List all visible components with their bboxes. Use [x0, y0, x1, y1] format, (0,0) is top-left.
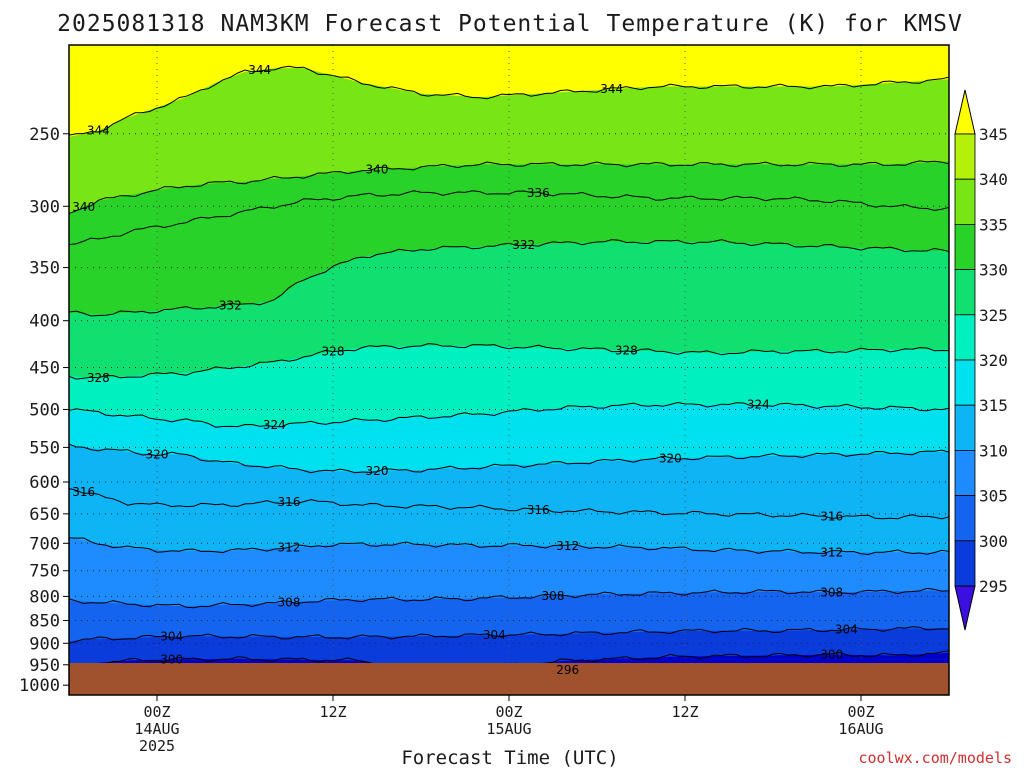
contour-label: 316 — [72, 485, 95, 499]
y-tick-label: 450 — [29, 359, 60, 379]
colorbar-swatch — [954, 449, 976, 496]
contour-line-304 — [69, 626, 949, 644]
x-tick-label: 00Z — [143, 703, 170, 721]
contour-label: 344 — [87, 124, 110, 138]
colorbar-tick-label: 310 — [979, 441, 1008, 460]
colorbar-swatch — [954, 359, 976, 406]
y-tick-label: 850 — [29, 612, 60, 632]
y-tick-label: 900 — [29, 634, 60, 654]
contour-label: 316 — [278, 495, 301, 509]
x-axis-label: Forecast Time (UTC) — [401, 747, 618, 768]
x-tick-label: 15AUG — [486, 720, 531, 738]
contour-line-336 — [69, 190, 949, 246]
y-tick-label: 600 — [29, 473, 60, 493]
contour-label: 300 — [160, 653, 183, 667]
contour-labels: 296 300 300 304 304 304 308 308 308 312 312 312 316 3… — [72, 63, 858, 677]
colorbar: 345 340 335 330 325 320 315 310 305 300 295 — [954, 89, 1008, 631]
colorbar-swatch — [954, 178, 976, 225]
contour-label: 336 — [527, 186, 550, 200]
y-tick-label: 1000 — [19, 676, 60, 696]
y-axis: 2503003504004505005506006507007508008509… — [19, 125, 69, 696]
plot-area: 296 300 300 304 304 304 308 308 308 312 312 312 316 3… — [69, 45, 949, 695]
x-tick-label: 12Z — [319, 703, 346, 721]
colorbar-swatch — [954, 495, 976, 542]
x-tick-label: 12Z — [671, 703, 698, 721]
colorbar-tick-label: 305 — [979, 487, 1008, 506]
contour-label: 312 — [820, 545, 843, 559]
contour-label: 296 — [556, 663, 579, 677]
contour-line-344 — [69, 65, 949, 136]
colorbar-tick-label: 300 — [979, 532, 1008, 551]
y-tick-label: 300 — [29, 197, 60, 217]
contour-label: 320 — [366, 464, 389, 478]
y-tick-label: 350 — [29, 259, 60, 279]
contour-label: 340 — [72, 200, 95, 214]
contour-label: 308 — [278, 595, 301, 609]
contour-label: 324 — [747, 398, 770, 412]
colorbar-tick-label: 315 — [979, 396, 1008, 415]
contour-label: 328 — [322, 344, 345, 358]
y-tick-label: 500 — [29, 400, 60, 420]
colorbar-extend-bottom — [954, 585, 976, 631]
contour-label: 324 — [263, 418, 286, 432]
y-tick-label: 250 — [29, 125, 60, 145]
grid-lines — [69, 45, 949, 695]
contour-line-316 — [69, 488, 949, 520]
contour-label: 300 — [820, 648, 843, 662]
chart-title: 2025081318 NAM3KM Forecast Potential Tem… — [57, 11, 963, 37]
contour-label: 320 — [146, 448, 169, 462]
contour-label: 332 — [512, 238, 535, 252]
colorbar-swatch — [954, 269, 976, 316]
colorbar-tick-label: 345 — [979, 125, 1008, 144]
contour-label: 320 — [659, 451, 682, 465]
contour-label: 316 — [820, 509, 843, 523]
colorbar-tick-label: 335 — [979, 215, 1008, 234]
contour-label: 304 — [160, 630, 183, 644]
contour-label: 344 — [248, 63, 271, 77]
x-tick-label: 16AUG — [838, 720, 883, 738]
contour-label: 316 — [527, 503, 550, 517]
colorbar-swatch — [954, 314, 976, 361]
contour-label: 340 — [366, 162, 389, 176]
contour-label: 312 — [556, 539, 579, 553]
contour-label: 332 — [219, 299, 242, 313]
y-tick-label: 400 — [29, 312, 60, 332]
contour-label: 308 — [542, 589, 565, 603]
y-tick-label: 750 — [29, 562, 60, 582]
colorbar-swatch — [954, 540, 976, 587]
contour-label: 344 — [600, 82, 623, 96]
colorbar-tick-label: 330 — [979, 261, 1008, 280]
y-tick-label: 800 — [29, 587, 60, 607]
contour-label: 312 — [278, 541, 301, 555]
colorbar-swatch — [954, 404, 976, 451]
y-tick-label: 700 — [29, 534, 60, 554]
contour-line-340 — [69, 160, 949, 214]
colorbar-tick-label: 295 — [979, 577, 1008, 596]
y-tick-label: 550 — [29, 438, 60, 458]
contour-label: 304 — [835, 623, 858, 637]
colorbar-extend-top — [954, 89, 976, 135]
ground-below-surface — [69, 663, 949, 695]
credit-text: coolwx.com/models — [858, 749, 1012, 767]
y-tick-label: 950 — [29, 656, 60, 676]
colorbar-tick-label: 325 — [979, 306, 1008, 325]
x-tick-label: 00Z — [495, 703, 522, 721]
colorbar-tick-label: 320 — [979, 351, 1008, 370]
x-tick-label: 00Z — [847, 703, 874, 721]
contour-label: 304 — [483, 628, 506, 642]
colorbar-swatch — [954, 223, 976, 270]
x-tick-label: 14AUG — [134, 720, 179, 738]
contour-label: 308 — [820, 585, 843, 599]
contour-label: 328 — [87, 371, 110, 385]
colorbar-swatch — [954, 133, 976, 180]
contour-line-308 — [69, 587, 949, 609]
y-tick-label: 650 — [29, 505, 60, 525]
contour-line-328 — [69, 343, 949, 380]
contour-label: 328 — [615, 343, 638, 357]
colorbar-tick-label: 340 — [979, 170, 1008, 189]
x-tick-label: 2025 — [139, 737, 175, 755]
